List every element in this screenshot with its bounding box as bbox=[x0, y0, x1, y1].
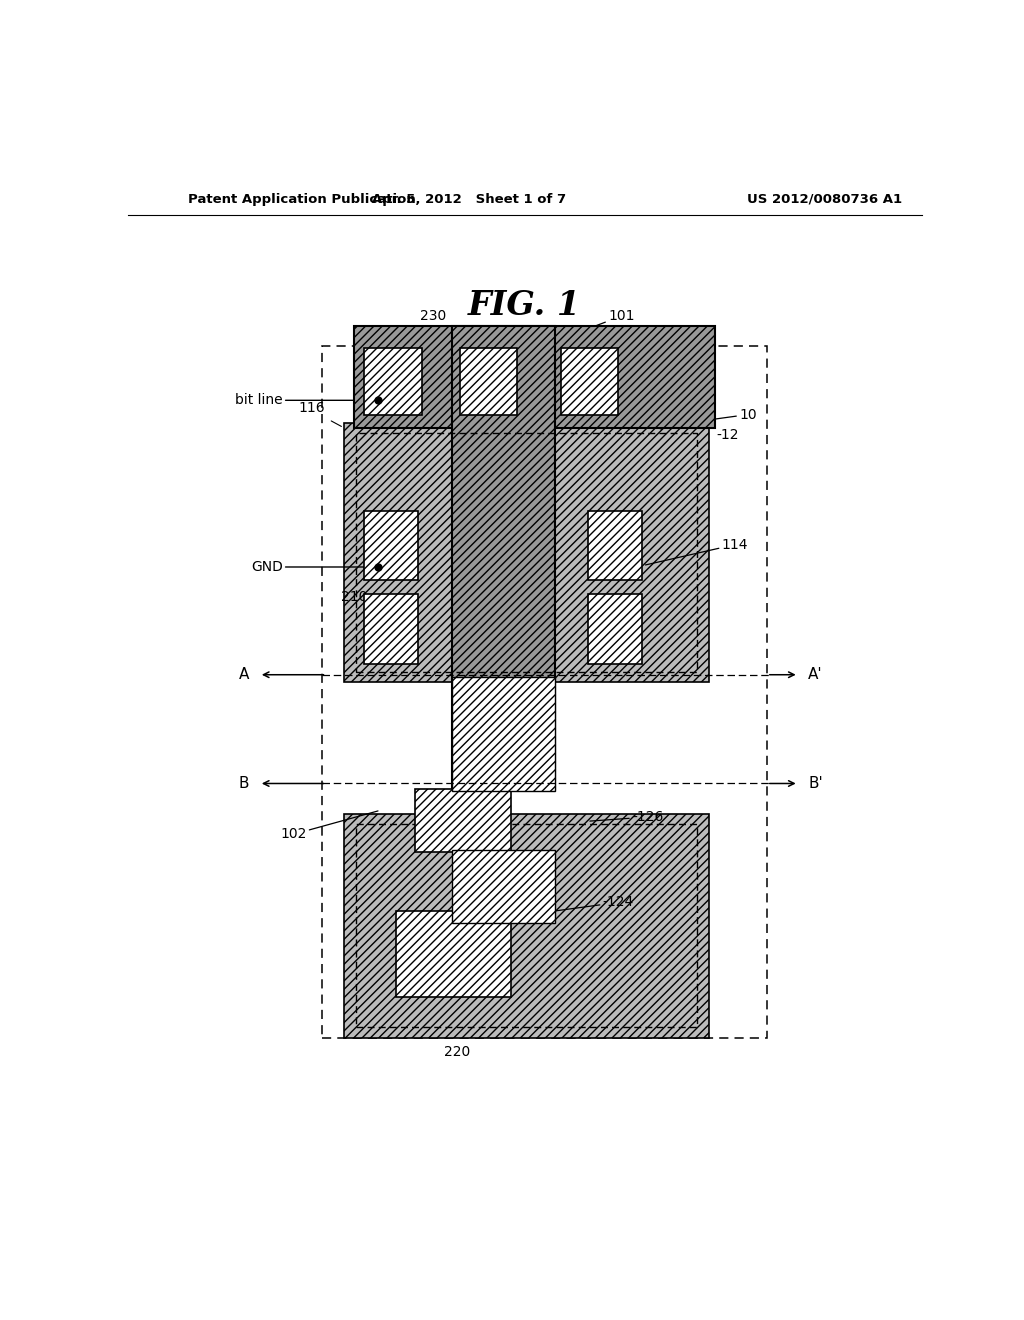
Text: Patent Application Publication: Patent Application Publication bbox=[187, 193, 416, 206]
Bar bbox=[452, 850, 555, 923]
Bar bbox=[365, 348, 422, 414]
Text: GND: GND bbox=[251, 560, 378, 574]
Bar bbox=[588, 511, 642, 581]
Text: 210: 210 bbox=[341, 590, 367, 605]
Bar bbox=[344, 422, 709, 682]
Text: US 2012/0080736 A1: US 2012/0080736 A1 bbox=[748, 193, 902, 206]
Bar bbox=[365, 594, 419, 664]
Text: 10: 10 bbox=[656, 408, 757, 429]
Text: Apr. 5, 2012   Sheet 1 of 7: Apr. 5, 2012 Sheet 1 of 7 bbox=[372, 193, 566, 206]
Text: bit line: bit line bbox=[236, 393, 378, 408]
Bar bbox=[323, 346, 767, 1038]
Text: FIG. 1: FIG. 1 bbox=[468, 289, 582, 322]
Bar bbox=[452, 326, 555, 788]
Bar bbox=[365, 511, 419, 581]
Bar bbox=[355, 433, 697, 672]
Text: 230: 230 bbox=[421, 309, 461, 364]
Bar bbox=[560, 348, 617, 414]
Text: -12: -12 bbox=[717, 428, 739, 442]
Text: 114: 114 bbox=[645, 537, 749, 565]
Text: -124: -124 bbox=[543, 895, 634, 912]
Text: 101: 101 bbox=[563, 309, 635, 338]
Bar bbox=[588, 594, 642, 664]
Bar bbox=[344, 814, 709, 1038]
Bar bbox=[355, 824, 697, 1027]
Text: A': A' bbox=[808, 667, 822, 682]
Text: 220: 220 bbox=[444, 1044, 470, 1059]
Bar bbox=[416, 788, 511, 851]
Bar bbox=[460, 348, 517, 414]
Bar bbox=[354, 326, 715, 428]
Bar bbox=[396, 911, 511, 997]
Text: -126: -126 bbox=[590, 810, 664, 824]
Text: B': B' bbox=[808, 776, 823, 791]
Text: A: A bbox=[239, 667, 250, 682]
Text: B: B bbox=[239, 776, 250, 791]
Text: 102: 102 bbox=[281, 810, 378, 841]
Bar bbox=[452, 677, 555, 791]
Text: 116: 116 bbox=[298, 400, 325, 414]
